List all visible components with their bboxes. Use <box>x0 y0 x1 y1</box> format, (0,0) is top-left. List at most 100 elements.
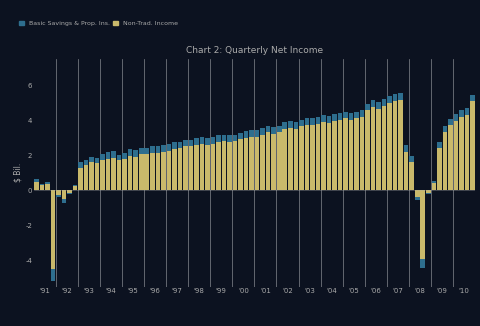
Bar <box>459 110 464 117</box>
Bar <box>376 102 381 109</box>
Bar <box>62 190 66 199</box>
Bar <box>161 152 166 190</box>
Bar <box>459 117 464 190</box>
Bar <box>211 144 215 190</box>
Bar <box>167 144 171 151</box>
Bar <box>100 160 105 190</box>
Bar <box>332 121 336 190</box>
Bar <box>56 190 60 195</box>
Bar <box>233 141 237 190</box>
Bar <box>409 156 414 162</box>
Bar <box>62 199 66 203</box>
Bar <box>305 125 309 190</box>
Bar <box>338 113 342 120</box>
Bar <box>250 137 254 190</box>
Bar <box>470 95 475 101</box>
Bar <box>100 154 105 160</box>
Bar <box>189 140 193 146</box>
Bar <box>376 109 381 190</box>
Bar <box>349 120 353 190</box>
Bar <box>343 112 348 118</box>
Bar <box>415 197 420 200</box>
Bar <box>470 101 475 190</box>
Bar <box>67 193 72 194</box>
Bar <box>78 162 83 168</box>
Bar <box>51 269 55 281</box>
Bar <box>239 133 243 140</box>
Bar <box>228 142 232 190</box>
Bar <box>122 153 127 159</box>
Bar <box>316 124 320 190</box>
Bar <box>216 142 221 190</box>
Bar <box>338 120 342 190</box>
Bar <box>216 135 221 142</box>
Bar <box>327 123 331 190</box>
Bar <box>111 151 116 158</box>
Bar <box>387 103 392 190</box>
Bar <box>266 132 270 190</box>
Bar <box>283 129 287 190</box>
Bar <box>255 137 259 190</box>
Bar <box>95 158 99 163</box>
Bar <box>409 162 414 190</box>
Bar <box>371 107 375 190</box>
Bar <box>360 117 364 190</box>
Bar <box>200 144 204 190</box>
Bar <box>310 118 314 125</box>
Bar <box>172 149 177 190</box>
Bar <box>67 190 72 193</box>
Bar <box>404 145 408 152</box>
Bar <box>178 148 182 190</box>
Bar <box>261 135 265 190</box>
Bar <box>393 94 397 101</box>
Bar <box>133 157 138 190</box>
Bar <box>239 140 243 190</box>
Bar <box>172 142 177 149</box>
Bar <box>443 132 447 190</box>
Bar <box>398 93 403 100</box>
Bar <box>250 130 254 137</box>
Bar <box>426 193 431 194</box>
Bar <box>299 126 303 190</box>
Bar <box>45 184 49 190</box>
Bar <box>144 154 149 190</box>
Bar <box>398 100 403 190</box>
Bar <box>40 184 44 185</box>
Bar <box>332 114 336 121</box>
Bar <box>266 126 270 132</box>
Bar <box>117 160 121 190</box>
Bar <box>354 118 359 190</box>
Bar <box>299 120 303 126</box>
Bar <box>288 128 292 190</box>
Bar <box>178 141 182 148</box>
Bar <box>382 106 386 190</box>
Bar <box>150 146 155 153</box>
Bar <box>95 163 99 190</box>
Bar <box>106 152 110 159</box>
Bar <box>272 127 276 134</box>
Bar <box>183 140 188 146</box>
Bar <box>360 110 364 117</box>
Bar <box>393 101 397 190</box>
Bar <box>40 185 44 190</box>
Bar <box>45 182 49 184</box>
Bar <box>117 155 121 160</box>
Bar <box>222 141 226 190</box>
Bar <box>255 130 259 137</box>
Bar <box>443 126 447 132</box>
Bar <box>371 100 375 107</box>
Bar <box>277 126 281 132</box>
Bar <box>387 96 392 103</box>
Bar <box>73 186 77 190</box>
Bar <box>200 137 204 144</box>
Bar <box>432 181 436 183</box>
Bar <box>194 138 199 145</box>
Bar <box>233 135 237 141</box>
Bar <box>343 118 348 190</box>
Bar <box>454 121 458 190</box>
Bar <box>189 146 193 190</box>
Bar <box>316 117 320 124</box>
Bar <box>354 112 359 118</box>
Bar <box>327 116 331 123</box>
Bar <box>156 146 160 153</box>
